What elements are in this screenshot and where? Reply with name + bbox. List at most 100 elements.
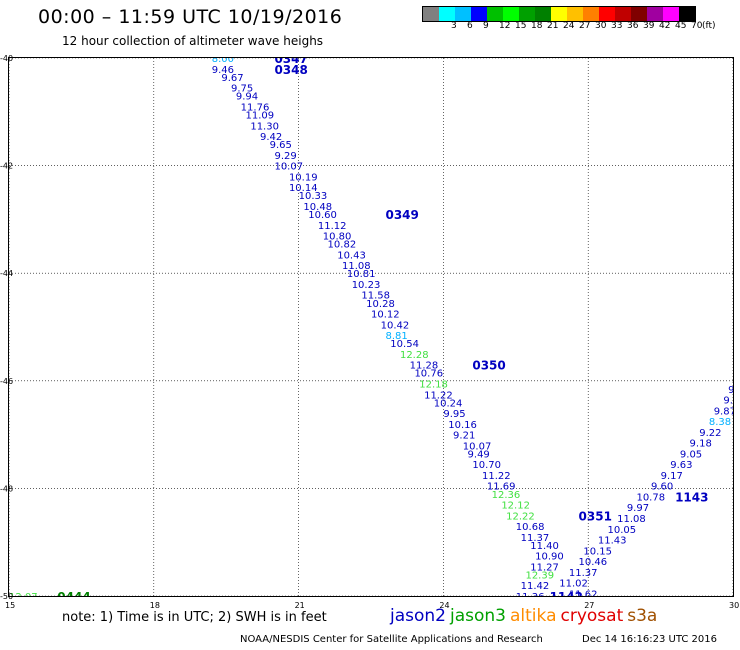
wave-height-value: 9.60 xyxy=(651,482,673,493)
wave-height-value: 9.75 xyxy=(231,84,253,95)
wave-height-value: 10.90 xyxy=(535,552,564,563)
wave-height-value: 10.82 xyxy=(328,240,357,251)
wave-height-value: 11.37 xyxy=(569,568,598,579)
wave-height-value: 9.05 xyxy=(680,449,702,460)
legend-entry-cryosat: cryosat xyxy=(560,606,624,626)
wave-height-value: 11.36 xyxy=(516,592,545,596)
wave-height-value: 9.22 xyxy=(699,428,721,439)
scale-tick-label: 39 xyxy=(643,21,655,31)
wave-height-value: 11.22 xyxy=(424,390,453,401)
scale-swatch xyxy=(679,7,695,21)
wave-height-value: 9.42 xyxy=(260,132,282,143)
wave-height-value: 10.19 xyxy=(289,172,318,183)
wave-height-value: 9.0 xyxy=(728,385,733,396)
wave-height-value: 11.40 xyxy=(530,541,559,552)
wave-height-value: 10.68 xyxy=(516,522,545,533)
wave-height-value: 10.80 xyxy=(323,232,352,243)
scale-swatch xyxy=(423,7,439,21)
wave-height-value: 11.08 xyxy=(342,261,371,272)
wave-height-value: 10.07 xyxy=(463,441,492,452)
wave-height-value: 8.00 xyxy=(212,58,234,65)
footer-credit: NOAA/NESDIS Center for Satellite Applica… xyxy=(240,634,543,645)
wave-height-value: 10.60 xyxy=(308,210,337,221)
wave-height-value: 10.15 xyxy=(583,546,612,557)
wave-height-value: 10.24 xyxy=(434,398,463,409)
pass-time-label: 0350 xyxy=(472,359,505,373)
pass-time-label: 0444 xyxy=(57,590,90,596)
wave-height-value: 9.95 xyxy=(443,409,465,420)
wave-height-value: 9.21 xyxy=(453,431,475,442)
scale-swatch xyxy=(535,7,551,21)
pass-time-label: 1142 xyxy=(550,590,583,596)
wave-height-value: 9.46 xyxy=(212,65,234,76)
wave-height-value: 10.23 xyxy=(352,280,381,291)
wave-height-value: 9.17 xyxy=(661,471,683,482)
wave-height-value: 10.48 xyxy=(303,202,332,213)
wave-height-value: 9.49 xyxy=(468,449,490,460)
wave-height-value: 10.42 xyxy=(381,320,410,331)
scale-swatch xyxy=(519,7,535,21)
wave-height-value: 10.07 xyxy=(274,162,303,173)
wave-height-value: 10.33 xyxy=(299,191,328,202)
wave-height-value: 12.28 xyxy=(400,350,429,361)
wave-height-value: 12.22 xyxy=(506,511,535,522)
wave-height-value: 10.28 xyxy=(366,299,395,310)
scale-swatch xyxy=(647,7,663,21)
scale-swatch xyxy=(631,7,647,21)
wave-height-value: 9.94 xyxy=(236,92,258,103)
map-canvas: 8.009.469.679.759.9411.7611.0911.309.429… xyxy=(9,58,733,596)
scale-tick-label: 33 xyxy=(611,21,623,31)
wave-height-value: 11.12 xyxy=(318,221,347,232)
wave-height-value: 9.97 xyxy=(627,503,649,514)
wave-height-value: 10.81 xyxy=(347,269,376,280)
page-subtitle: 12 hour collection of altimeter wave hei… xyxy=(62,34,324,48)
lon-tick-label: 30 xyxy=(729,601,739,610)
wave-height-value: 9.87 xyxy=(714,406,733,417)
scale-swatch xyxy=(551,7,567,21)
scale-swatch xyxy=(439,7,455,21)
scale-tick-label: 27 xyxy=(579,21,591,31)
wave-height-value: 12.39 xyxy=(525,570,554,581)
lon-tick-label: 21 xyxy=(295,601,305,610)
wave-height-value: 8.38 xyxy=(709,417,731,428)
pass-time-label: 0349 xyxy=(385,208,418,222)
legend-entry-jason2: jason2 xyxy=(390,606,446,626)
wave-height-value: 10.43 xyxy=(337,250,366,261)
map-plot-area: 8.00 9.46 9.67 9.75 9.94 11.76 11.09 11.30 9.42 9… xyxy=(8,57,734,597)
wave-height-value: 11.09 xyxy=(246,110,275,121)
wave-height-value: 9.63 xyxy=(670,460,692,471)
wave-height-value: 12.36 xyxy=(492,490,521,501)
scale-swatch xyxy=(503,7,519,21)
wave-height-value: 12.12 xyxy=(501,501,530,512)
scale-tick-label: 45 xyxy=(675,21,687,31)
wave-height-value: 9.65 xyxy=(270,140,292,151)
scale-swatch xyxy=(567,7,583,21)
scale-tick-label: 70 xyxy=(691,21,703,31)
wave-height-value: 10.16 xyxy=(448,420,477,431)
pass-time-label: 0347 xyxy=(274,58,307,66)
wave-height-value: 11.62 xyxy=(569,589,598,596)
wave-height-value: 10.70 xyxy=(472,460,501,471)
legend-entry-altika: altika xyxy=(510,606,557,626)
note-text: note: 1) Time is in UTC; 2) SWH is in fe… xyxy=(62,610,327,625)
scale-tick-label: 36 xyxy=(627,21,639,31)
color-scale-labels: 3 6 9 12 15 18 21 24 27 30 33 36 39 42 45 70 (ft) xyxy=(422,21,722,35)
wave-height-value: 9.10 xyxy=(723,396,733,407)
wave-height-value: 11.02 xyxy=(559,579,588,590)
wave-height-value: 11.30 xyxy=(250,121,279,132)
wave-height-value: 11.58 xyxy=(361,291,390,302)
wave-height-value: 10.46 xyxy=(579,557,608,568)
wave-height-value: 11.22 xyxy=(482,471,511,482)
scale-swatch xyxy=(487,7,503,21)
scale-swatch xyxy=(663,7,679,21)
wave-height-value: 11.76 xyxy=(241,102,270,113)
scale-tick-label: 21 xyxy=(547,21,559,31)
wave-height-value: 9.18 xyxy=(690,439,712,450)
wave-height-value: 8.81 xyxy=(385,331,407,342)
scale-tick-label: 30 xyxy=(595,21,607,31)
scale-swatch xyxy=(471,7,487,21)
legend-entry-s3a: s3a xyxy=(627,606,658,626)
scale-swatch xyxy=(615,7,631,21)
wave-height-value: 12.07 xyxy=(9,592,38,596)
wave-height-value: 10.78 xyxy=(636,492,665,503)
